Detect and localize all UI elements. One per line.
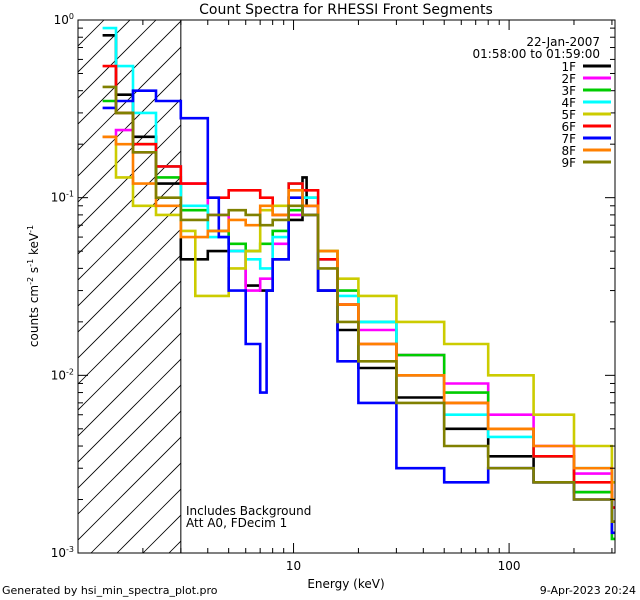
hatch-line bbox=[78, 280, 181, 385]
hatch-line bbox=[78, 228, 181, 333]
series-line-9f bbox=[102, 85, 615, 523]
legend-label-8f: 8F bbox=[561, 144, 576, 158]
chart-title: Count Spectra for RHESSI Front Segments bbox=[199, 2, 493, 18]
legend-label-2f: 2F bbox=[561, 72, 576, 86]
legend-label-5f: 5F bbox=[561, 108, 576, 122]
time-range-label: 01:58:00 to 01:59:00 bbox=[473, 47, 600, 61]
hatch-line bbox=[78, 20, 181, 125]
series-line-8f bbox=[102, 135, 615, 501]
hatch-line bbox=[78, 20, 105, 47]
hatch-line bbox=[78, 46, 181, 151]
y-axis-label: counts cm-2 s-1 keV-1 bbox=[26, 225, 41, 347]
legend-label-6f: 6F bbox=[561, 120, 576, 134]
annotation-attenuator: Att A0, FDecim 1 bbox=[186, 516, 287, 530]
footer-timestamp: 9-Apr-2023 20:24 bbox=[540, 584, 636, 597]
date-label: 22-Jan-2007 bbox=[526, 35, 600, 49]
x-tick-label-100: 100 bbox=[498, 559, 521, 573]
legend-label-4f: 4F bbox=[561, 96, 576, 110]
hatch-line bbox=[78, 98, 181, 203]
y-tick-label-1e-2: 10-2 bbox=[51, 367, 74, 382]
background-hatch-region bbox=[78, 20, 181, 553]
y-tick-label-1e-3: 10-3 bbox=[51, 545, 74, 560]
hatch-line bbox=[78, 384, 181, 489]
hatch-line bbox=[90, 462, 181, 553]
plot-frame bbox=[77, 19, 616, 554]
legend-label-9f: 9F bbox=[561, 156, 576, 170]
x-axis-label: Energy (keV) bbox=[307, 577, 384, 591]
hatch-line bbox=[78, 410, 181, 515]
hatch-line bbox=[78, 306, 181, 411]
legend: 1F 2F 3F 4F 5F 6F 7F 8F 9F bbox=[561, 60, 611, 170]
axis-ticks bbox=[77, 19, 615, 554]
x-tick-label-10: 10 bbox=[286, 559, 301, 573]
hatch-line bbox=[78, 72, 181, 177]
y-tick-label-1e0: 100 bbox=[54, 12, 74, 27]
hatch-line bbox=[78, 124, 181, 229]
footer-generated-by: Generated by hsi_min_spectra_plot.pro bbox=[2, 584, 218, 597]
series-lines bbox=[102, 26, 615, 541]
hatch-line bbox=[78, 436, 181, 541]
hatch-line bbox=[78, 202, 181, 307]
series-line-7f bbox=[102, 89, 615, 535]
legend-label-3f: 3F bbox=[561, 84, 576, 98]
legend-label-1f: 1F bbox=[561, 60, 576, 74]
y-tick-label-1e-1: 10-1 bbox=[51, 190, 74, 205]
legend-label-7f: 7F bbox=[561, 132, 576, 146]
annotation-background: Includes Background bbox=[186, 504, 311, 518]
hatch-line bbox=[78, 254, 181, 359]
